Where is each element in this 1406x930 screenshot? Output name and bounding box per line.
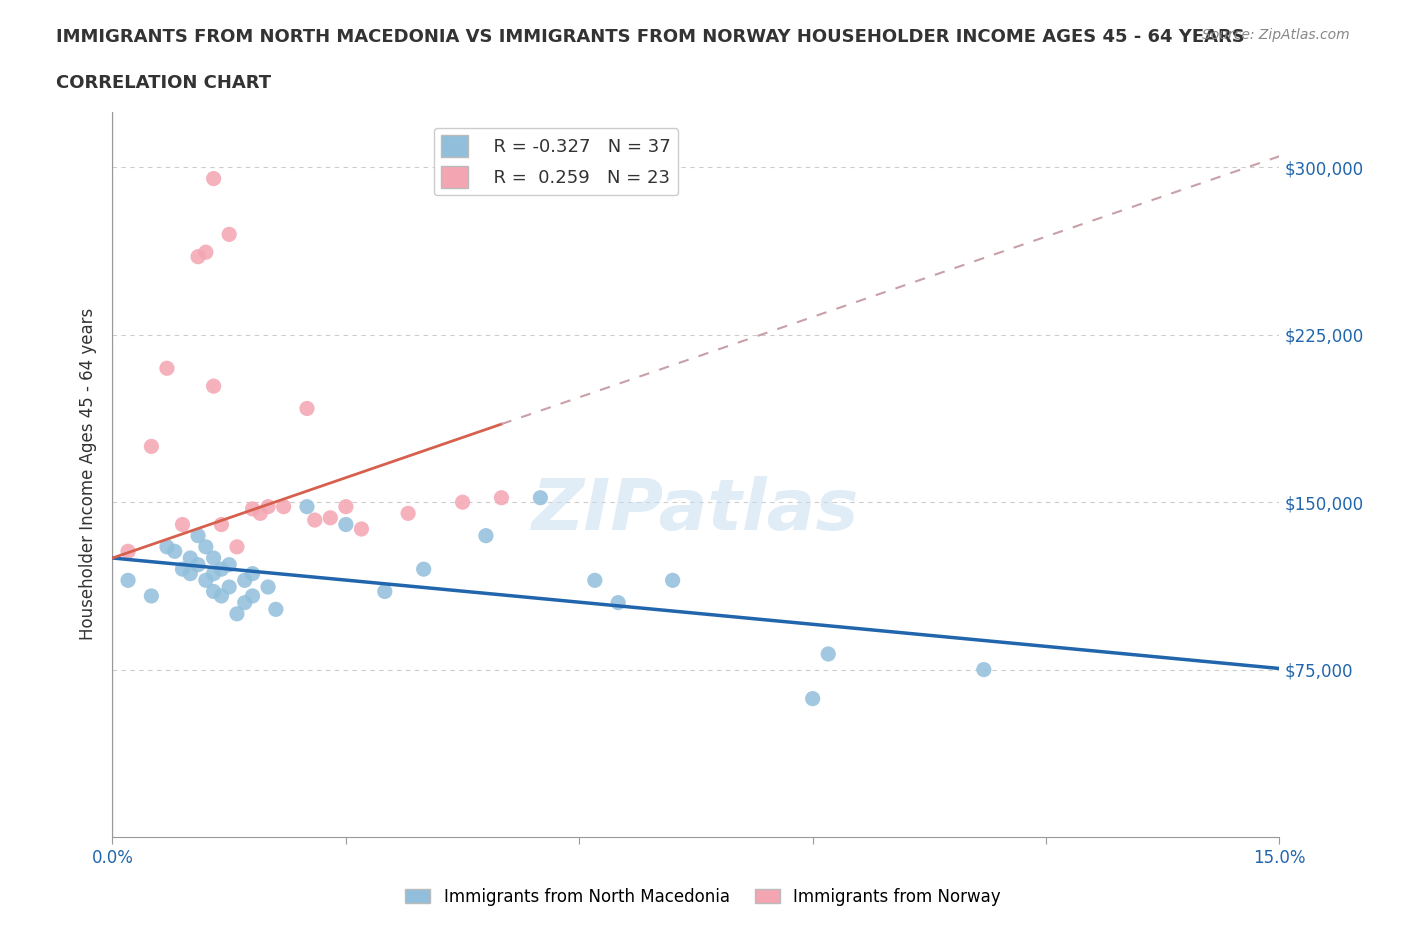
Point — [226, 539, 249, 554]
Point — [335, 517, 357, 532]
Point — [187, 249, 209, 264]
Point — [117, 573, 139, 588]
Point — [202, 584, 225, 599]
Point — [218, 227, 240, 242]
Point — [242, 501, 264, 516]
Point — [412, 562, 434, 577]
Point — [491, 490, 513, 505]
Point — [226, 606, 249, 621]
Point — [172, 517, 194, 532]
Point — [233, 595, 256, 610]
Point — [242, 589, 264, 604]
Point — [117, 544, 139, 559]
Point — [179, 551, 201, 565]
Point — [209, 517, 232, 532]
Point — [335, 499, 357, 514]
Point — [194, 245, 217, 259]
Point — [163, 544, 186, 559]
Text: ZIPatlas: ZIPatlas — [533, 476, 859, 545]
Point — [179, 566, 201, 581]
Point — [661, 573, 683, 588]
Point — [249, 506, 271, 521]
Point — [350, 522, 373, 537]
Point — [374, 584, 396, 599]
Point — [202, 566, 225, 581]
Point — [319, 511, 342, 525]
Point — [451, 495, 474, 510]
Point — [218, 579, 240, 594]
Point — [202, 379, 225, 393]
Point — [202, 551, 225, 565]
Point — [156, 539, 179, 554]
Point — [233, 573, 256, 588]
Point — [194, 573, 217, 588]
Point — [396, 506, 419, 521]
Point — [194, 539, 217, 554]
Text: IMMIGRANTS FROM NORTH MACEDONIA VS IMMIGRANTS FROM NORWAY HOUSEHOLDER INCOME AGE: IMMIGRANTS FROM NORTH MACEDONIA VS IMMIG… — [56, 28, 1244, 46]
Point — [141, 589, 163, 604]
Point — [141, 439, 163, 454]
Point — [264, 602, 287, 617]
Text: Source: ZipAtlas.com: Source: ZipAtlas.com — [1202, 28, 1350, 42]
Point — [607, 595, 630, 610]
Point — [209, 589, 232, 604]
Point — [187, 528, 209, 543]
Point — [295, 401, 318, 416]
Point — [273, 499, 295, 514]
Point — [257, 499, 280, 514]
Point — [801, 691, 824, 706]
Point — [817, 646, 839, 661]
Legend: Immigrants from North Macedonia, Immigrants from Norway: Immigrants from North Macedonia, Immigra… — [399, 881, 1007, 912]
Point — [295, 499, 318, 514]
Point — [242, 566, 264, 581]
Point — [529, 490, 551, 505]
Text: CORRELATION CHART: CORRELATION CHART — [56, 74, 271, 92]
Point — [257, 579, 280, 594]
Legend:   R = -0.327   N = 37,   R =  0.259   N = 23: R = -0.327 N = 37, R = 0.259 N = 23 — [433, 128, 678, 195]
Point — [218, 557, 240, 572]
Point — [973, 662, 995, 677]
Point — [187, 557, 209, 572]
Point — [475, 528, 498, 543]
Point — [304, 512, 326, 527]
Point — [156, 361, 179, 376]
Point — [583, 573, 606, 588]
Point — [209, 562, 232, 577]
Point — [202, 171, 225, 186]
Y-axis label: Householder Income Ages 45 - 64 years: Householder Income Ages 45 - 64 years — [79, 308, 97, 641]
Point — [172, 562, 194, 577]
